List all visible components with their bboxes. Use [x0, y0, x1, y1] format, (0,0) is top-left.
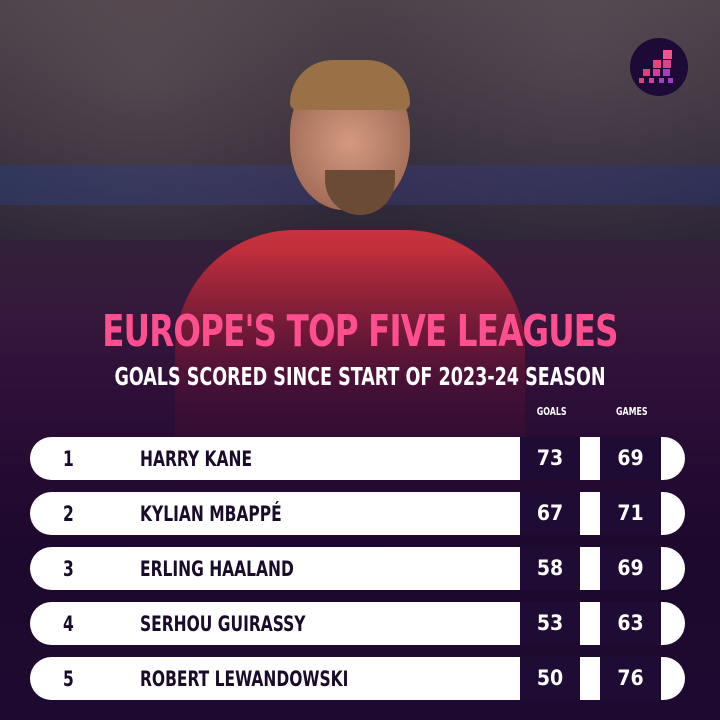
row-background — [30, 602, 520, 645]
goals-value: 58 — [520, 547, 580, 590]
goals-value: 50 — [520, 657, 580, 700]
table-row: 3 ERLING HAALAND 58 69 — [30, 547, 685, 590]
rank: 5 — [63, 667, 74, 691]
goals-value: 73 — [520, 437, 580, 480]
rank: 3 — [63, 557, 74, 581]
row-end-cap — [661, 492, 685, 535]
subheadline: GOALS SCORED SINCE START OF 2023-24 SEAS… — [114, 362, 606, 391]
goals-value: 53 — [520, 602, 580, 645]
row-divider — [580, 492, 600, 535]
rank: 2 — [63, 502, 74, 526]
brand-logo-icon — [630, 38, 688, 96]
table-row: 5 ROBERT LEWANDOWSKI 50 76 — [30, 657, 685, 700]
table-row: 1 HARRY KANE 73 69 — [30, 437, 685, 480]
player-name: KYLIAN MBAPPÉ — [140, 502, 282, 526]
headline: EUROPE'S TOP FIVE LEAGUES — [102, 306, 618, 357]
games-value: 69 — [600, 437, 661, 480]
rank: 4 — [63, 612, 74, 636]
player-name: HARRY KANE — [140, 447, 253, 471]
row-end-cap — [661, 602, 685, 645]
row-background — [30, 437, 520, 480]
row-divider — [580, 437, 600, 480]
column-header-games: GAMES — [615, 405, 648, 418]
games-value: 63 — [600, 602, 661, 645]
column-header-goals: GOALS — [536, 405, 567, 418]
player-name: ROBERT LEWANDOWSKI — [140, 667, 349, 691]
player-hair — [290, 60, 410, 110]
table-row: 4 SERHOU GUIRASSY 53 63 — [30, 602, 685, 645]
rank: 1 — [63, 447, 74, 471]
row-divider — [580, 657, 600, 700]
player-name: ERLING HAALAND — [140, 557, 294, 581]
row-divider — [580, 547, 600, 590]
row-background — [30, 547, 520, 590]
table-row: 2 KYLIAN MBAPPÉ 67 71 — [30, 492, 685, 535]
row-end-cap — [661, 437, 685, 480]
row-end-cap — [661, 657, 685, 700]
goals-value: 67 — [520, 492, 580, 535]
games-value: 69 — [600, 547, 661, 590]
player-name: SERHOU GUIRASSY — [140, 612, 306, 636]
row-divider — [580, 602, 600, 645]
games-value: 71 — [600, 492, 661, 535]
row-background — [30, 492, 520, 535]
row-end-cap — [661, 547, 685, 590]
row-background — [30, 657, 520, 700]
games-value: 76 — [600, 657, 661, 700]
